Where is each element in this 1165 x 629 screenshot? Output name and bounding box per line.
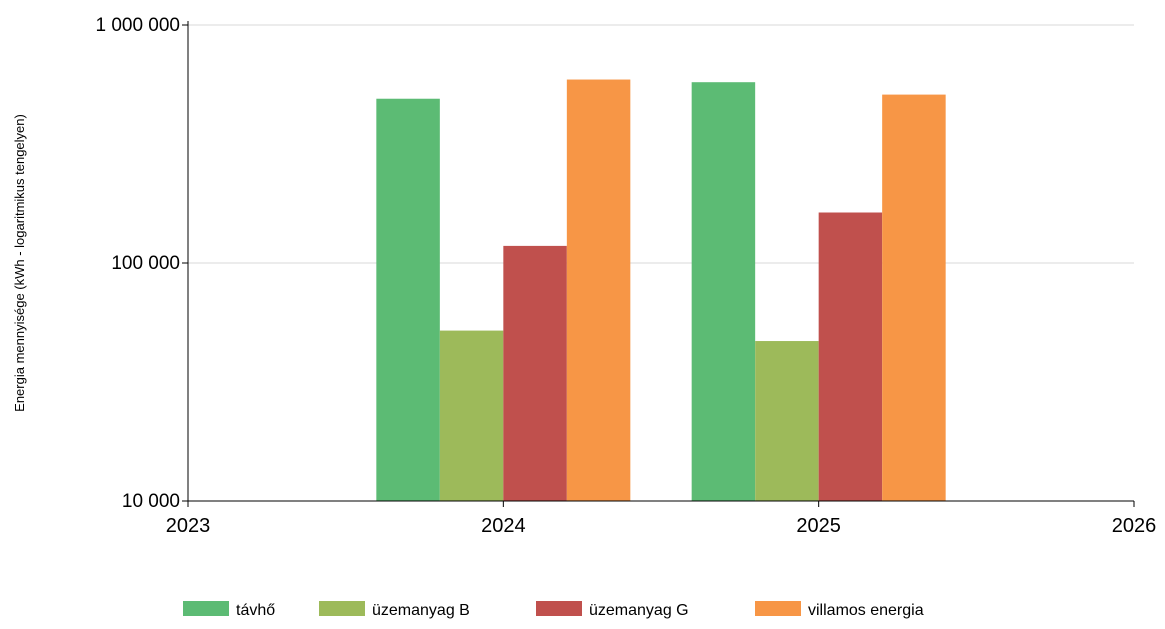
legend-label: villamos energia bbox=[808, 602, 924, 619]
x-tick-label: 2026 bbox=[1112, 515, 1157, 537]
legend-swatch bbox=[183, 601, 229, 616]
x-tick-label: 2023 bbox=[166, 515, 211, 537]
bar bbox=[566, 79, 631, 501]
legend-label: távhő bbox=[236, 602, 275, 619]
bar bbox=[818, 212, 883, 502]
legend-swatch bbox=[755, 601, 801, 616]
legend-label: üzemanyag G bbox=[589, 602, 689, 619]
x-tick-label: 2024 bbox=[481, 515, 526, 537]
legend: távhő üzemanyag B üzemanyag G villamos ener… bbox=[183, 601, 924, 619]
y-tick-label: 10 000 bbox=[122, 491, 180, 512]
x-tick-label: 2025 bbox=[796, 515, 841, 537]
bar bbox=[691, 82, 756, 502]
bar bbox=[439, 330, 504, 501]
grid-layer bbox=[188, 24, 1134, 264]
bar bbox=[503, 245, 567, 501]
y-tick-label: 100 000 bbox=[111, 253, 180, 274]
axes-layer: 10 000 100 000 1 000 000 2023 2024 2025 2026 bbox=[95, 15, 1156, 537]
legend-swatch bbox=[536, 601, 582, 616]
bar bbox=[755, 341, 819, 501]
bars-layer bbox=[376, 79, 946, 502]
y-axis-title: Energia mennyisége (kWh - logaritmikus t… bbox=[12, 114, 27, 412]
bar bbox=[376, 98, 440, 501]
bar bbox=[882, 94, 946, 501]
legend-swatch bbox=[319, 601, 365, 616]
y-tick-label: 1 000 000 bbox=[95, 15, 180, 36]
legend-label: üzemanyag B bbox=[372, 602, 470, 619]
